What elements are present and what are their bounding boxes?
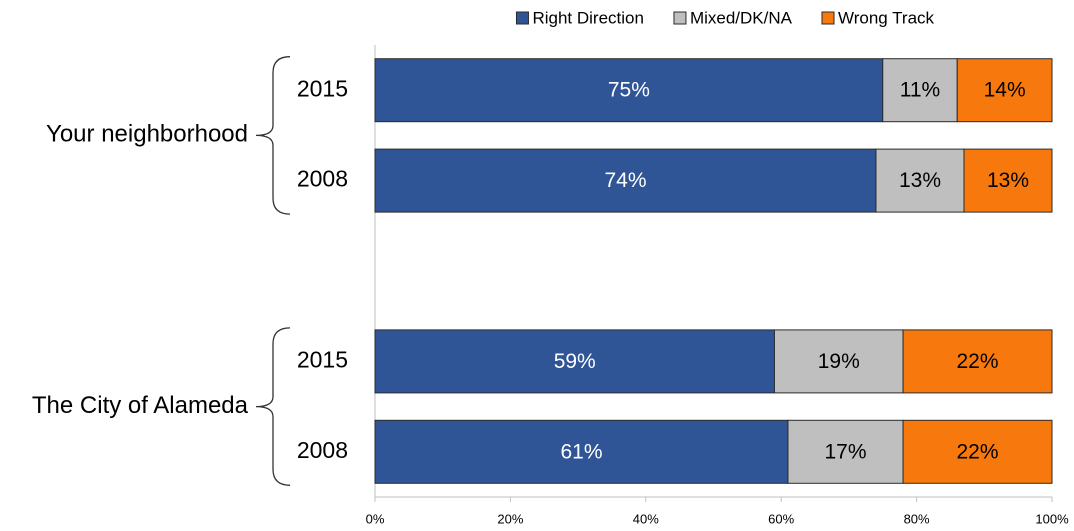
legend-label: Right Direction [532, 8, 644, 27]
x-tick-label: 0% [366, 511, 385, 526]
data-label: 19% [818, 350, 860, 373]
data-label: 17% [824, 440, 866, 463]
bar-segment [902, 329, 1053, 394]
bar-segment [882, 58, 958, 123]
data-label: 13% [987, 169, 1029, 192]
y-tick-label: 2015 [297, 346, 348, 372]
data-label: 22% [957, 440, 999, 463]
bar-segment [773, 329, 904, 394]
y-tick-label: 2008 [297, 437, 348, 463]
data-label: 22% [957, 350, 999, 373]
bar-segment [374, 329, 775, 394]
legend-swatch [821, 11, 835, 25]
data-label: 59% [554, 350, 596, 373]
bar-segment [956, 58, 1053, 123]
x-tick-label: 60% [768, 511, 794, 526]
x-tick-label: 100% [1035, 511, 1069, 526]
y-tick-label: 2015 [297, 75, 348, 101]
data-label: 75% [608, 79, 650, 102]
data-label: 61% [560, 440, 602, 463]
legend-swatch [515, 11, 529, 25]
group-brace [255, 327, 291, 486]
legend-label: Wrong Track [838, 8, 935, 27]
legend: Right Direction Mixed/DK/NA Wrong Track [515, 8, 935, 27]
group-label: The City of Alameda [32, 392, 249, 419]
data-label: 14% [984, 79, 1026, 102]
legend-label: Mixed/DK/NA [690, 8, 793, 27]
x-tick-label: 80% [904, 511, 930, 526]
x-tick-label: 40% [633, 511, 659, 526]
bar-segment [963, 148, 1053, 213]
bar-segment [902, 419, 1053, 484]
data-label: 74% [604, 169, 646, 192]
bar-segment [787, 419, 904, 484]
group-label: Your neighborhood [46, 121, 248, 148]
x-tick-label: 20% [497, 511, 523, 526]
y-tick-label: 2008 [297, 166, 348, 192]
data-label: 11% [900, 79, 940, 102]
group-brace [255, 56, 291, 215]
legend-swatch [673, 11, 687, 25]
data-label: 13% [899, 169, 941, 192]
bar-segment [374, 58, 884, 123]
